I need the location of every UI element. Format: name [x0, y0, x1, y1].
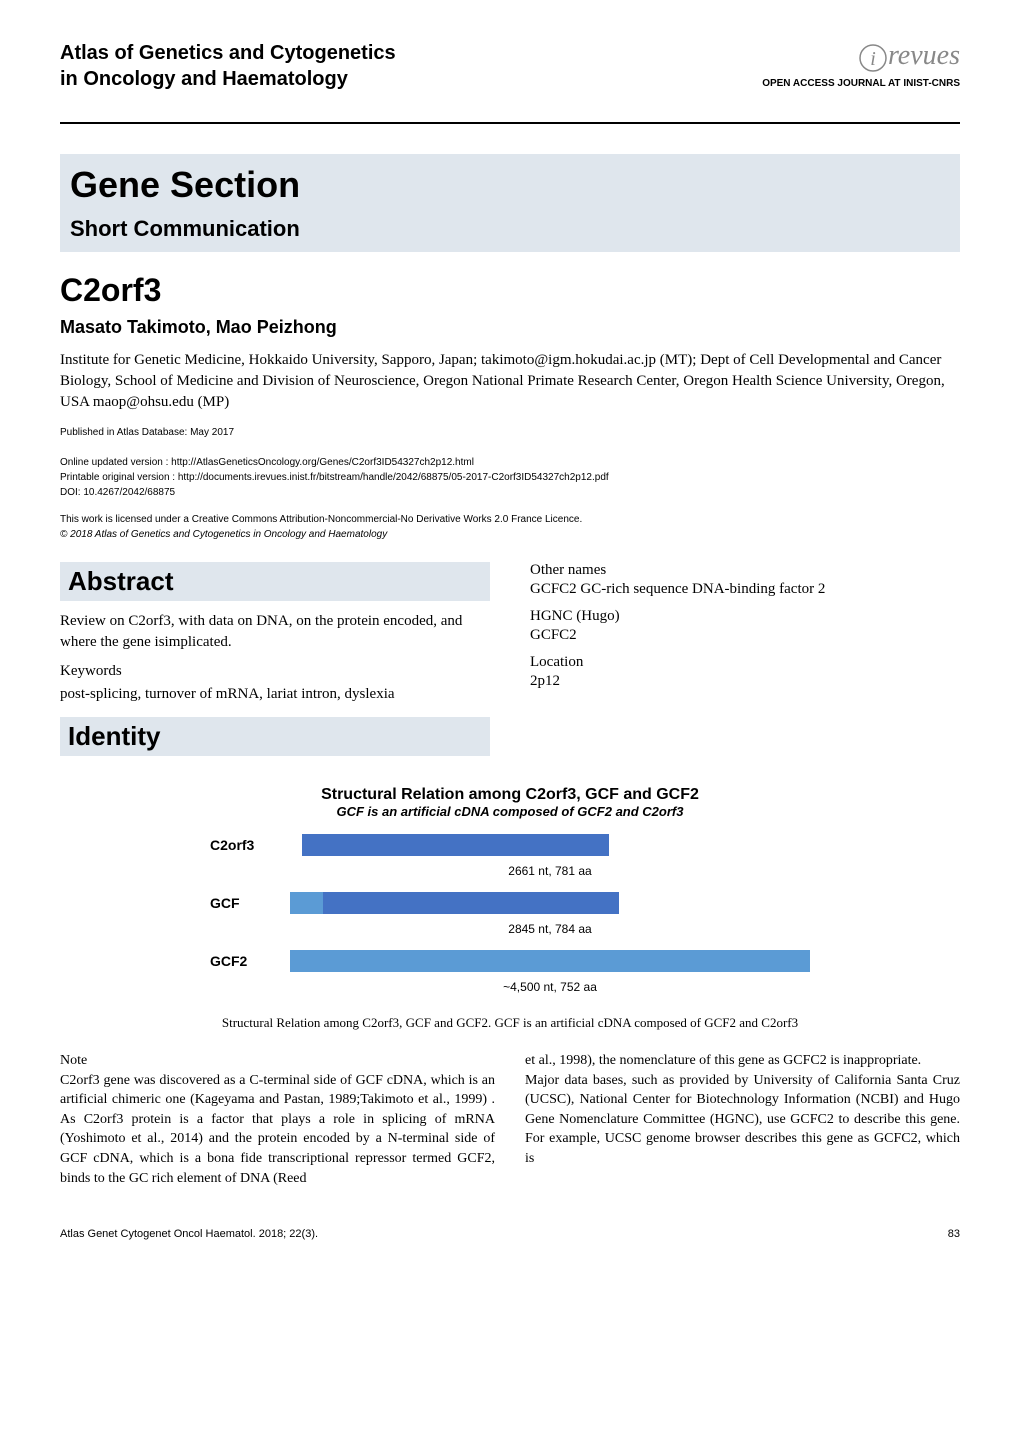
bar-segment: [290, 892, 323, 914]
identity-heading: Identity: [60, 717, 490, 756]
section-title: Gene Section: [70, 164, 950, 206]
section-subtitle: Short Communication: [70, 216, 950, 242]
gene-name: C2orf3: [60, 272, 960, 309]
bar-track: [290, 892, 810, 914]
bar-row: GCF2: [210, 950, 810, 972]
pub-printable: Printable original version : http://docu…: [60, 470, 960, 485]
other-names-label: Other names: [530, 562, 960, 579]
footer-right: 83: [948, 1228, 960, 1240]
bar-track: [290, 834, 810, 856]
journal-tagline: OPEN ACCESS JOURNAL AT INIST-CNRS: [762, 78, 960, 89]
note-body: Note C2orf3 gene was discovered as a C-t…: [60, 1051, 960, 1188]
bar-track: [290, 950, 810, 972]
abstract-identity-row: Abstract Review on C2orf3, with data on …: [60, 562, 960, 766]
license-info: This work is licensed under a Creative C…: [60, 512, 960, 542]
bar-caption: 2661 nt, 781 aa: [210, 864, 810, 878]
note-col1: Note C2orf3 gene was discovered as a C-t…: [60, 1051, 495, 1188]
journal-title-line2: in Oncology and Haematology: [60, 66, 396, 92]
header: Atlas of Genetics and Cytogenetics in On…: [60, 40, 960, 92]
section-box: Gene Section Short Communication: [60, 154, 960, 252]
keywords-text: post-splicing, turnover of mRNA, lariat …: [60, 684, 490, 705]
location-value: 2p12: [530, 673, 960, 690]
bar-label: C2orf3: [210, 837, 290, 853]
bar-segment: [323, 892, 619, 914]
logo-text: i revues: [762, 40, 960, 73]
bar-caption: ~4,500 nt, 752 aa: [210, 980, 810, 994]
hgnc-label: HGNC (Hugo): [530, 608, 960, 625]
svg-text:i: i: [870, 48, 876, 70]
abstract-column: Abstract Review on C2orf3, with data on …: [60, 562, 490, 766]
bar-row: GCF: [210, 892, 810, 914]
figure-caption: Structural Relation among C2orf3, GCF an…: [60, 1015, 960, 1031]
figure-title: Structural Relation among C2orf3, GCF an…: [60, 786, 960, 804]
keywords-label: Keywords: [60, 663, 490, 680]
pub-published: Published in Atlas Database: May 2017: [60, 425, 960, 440]
bar-chart: C2orf3 2661 nt, 781 aa GCF 2845 nt, 784 aa G…: [60, 834, 960, 1000]
hgnc-value: GCFC2: [530, 627, 960, 644]
license-line1: This work is licensed under a Creative C…: [60, 512, 960, 527]
journal-logo-block: i revues OPEN ACCESS JOURNAL AT INIST-CN…: [762, 40, 960, 89]
bar-row: C2orf3: [210, 834, 810, 856]
bar-segment: [302, 834, 609, 856]
abstract-text: Review on C2orf3, with data on DNA, on t…: [60, 611, 490, 653]
figure-subtitle: GCF is an artificial cDNA composed of GC…: [60, 804, 960, 819]
other-names-value: GCFC2 GC-rich sequence DNA-binding facto…: [530, 581, 960, 598]
publication-info: Published in Atlas Database: May 2017 On…: [60, 425, 960, 500]
bar-label: GCF2: [210, 953, 290, 969]
logo-icon: i: [858, 43, 888, 73]
location-label: Location: [530, 654, 960, 671]
bar-caption: 2845 nt, 784 aa: [210, 922, 810, 936]
note-text-col1: C2orf3 gene was discovered as a C-termin…: [60, 1071, 495, 1189]
bar-segment: [290, 950, 810, 972]
divider: [60, 122, 960, 124]
note-text-col2: et al., 1998), the nomenclature of this …: [525, 1051, 960, 1169]
identity-column: Other names GCFC2 GC-rich sequence DNA-b…: [530, 562, 960, 766]
abstract-heading: Abstract: [60, 562, 490, 601]
journal-title-block: Atlas of Genetics and Cytogenetics in On…: [60, 40, 396, 92]
note-label: Note: [60, 1051, 495, 1071]
footer: Atlas Genet Cytogenet Oncol Haematol. 20…: [60, 1228, 960, 1240]
pub-doi: DOI: 10.4267/2042/68875: [60, 485, 960, 500]
affiliation: Institute for Genetic Medicine, Hokkaido…: [60, 350, 960, 413]
license-line2: © 2018 Atlas of Genetics and Cytogenetic…: [60, 527, 960, 542]
authors: Masato Takimoto, Mao Peizhong: [60, 317, 960, 338]
footer-left: Atlas Genet Cytogenet Oncol Haematol. 20…: [60, 1228, 318, 1240]
figure: Structural Relation among C2orf3, GCF an…: [60, 786, 960, 1031]
bar-label: GCF: [210, 895, 290, 911]
note-col2: et al., 1998), the nomenclature of this …: [525, 1051, 960, 1188]
pub-online: Online updated version : http://AtlasGen…: [60, 455, 960, 470]
journal-title-line1: Atlas of Genetics and Cytogenetics: [60, 40, 396, 66]
